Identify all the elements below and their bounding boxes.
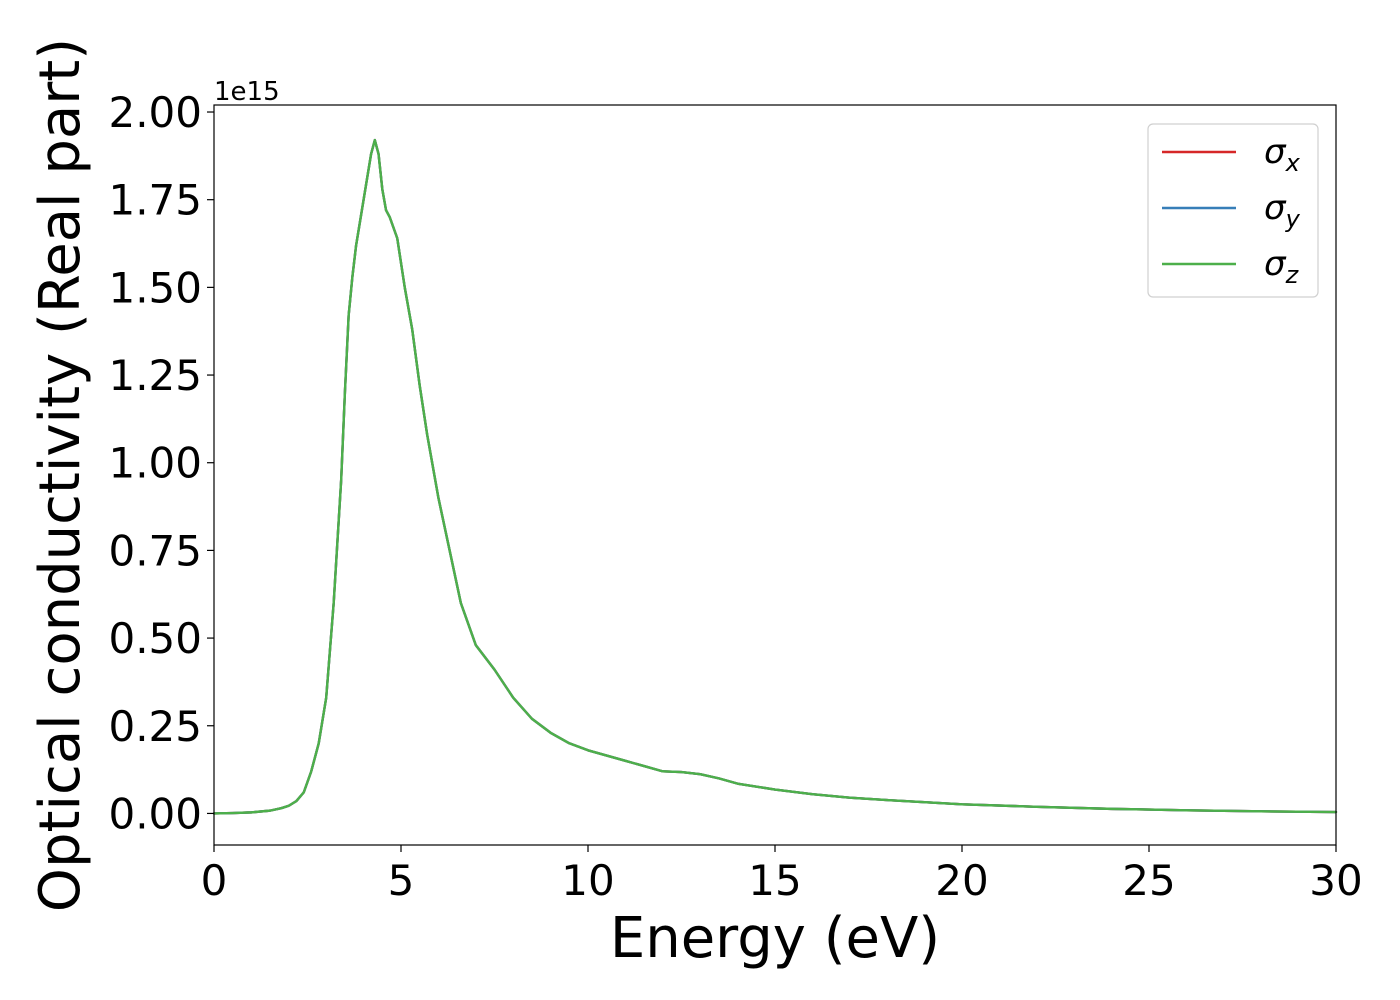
y-tick-label: 2.00: [108, 88, 202, 137]
legend-label-0: σx: [1264, 132, 1301, 177]
y-tick-label: 0.75: [108, 526, 202, 575]
x-tick-label: 20: [935, 856, 988, 905]
y-tick-label: 1.00: [108, 439, 202, 488]
y-tick-label: 1.25: [108, 351, 202, 400]
y-offset-label: 1e15: [214, 77, 280, 107]
x-tick-label: 25: [1122, 856, 1175, 905]
legend-label-1: σy: [1264, 188, 1301, 233]
legend: σx σy σz: [1147, 123, 1319, 298]
x-axis-label: Energy (eV): [610, 906, 940, 971]
x-tick-label: 5: [388, 856, 415, 905]
legend-items: σx σy σz: [1162, 132, 1301, 289]
x-axis-ticks: 0 5 10 15 20 25 30: [201, 845, 1363, 905]
legend-label-2: σz: [1264, 244, 1300, 289]
series-line-2: [212, 138, 1338, 815]
y-tick-label: 0.00: [108, 789, 202, 838]
x-tick-label: 0: [201, 856, 228, 905]
y-tick-label: 0.50: [108, 614, 202, 663]
y-tick-label: 1.75: [108, 176, 202, 225]
x-tick-label: 30: [1309, 856, 1362, 905]
y-tick-label: 0.25: [108, 702, 202, 751]
y-axis-label: Optical conductivity (Real part): [28, 38, 93, 912]
y-tick-label: 1.50: [108, 263, 202, 312]
series-layer: [212, 138, 1338, 815]
y-axis-ticks: 0.00 0.25 0.50 0.75 1.00 1.25 1.50 1.75 2.00: [108, 88, 214, 838]
legend-box: [1147, 123, 1319, 298]
x-tick-label: 10: [561, 856, 614, 905]
x-tick-label: 15: [748, 856, 801, 905]
